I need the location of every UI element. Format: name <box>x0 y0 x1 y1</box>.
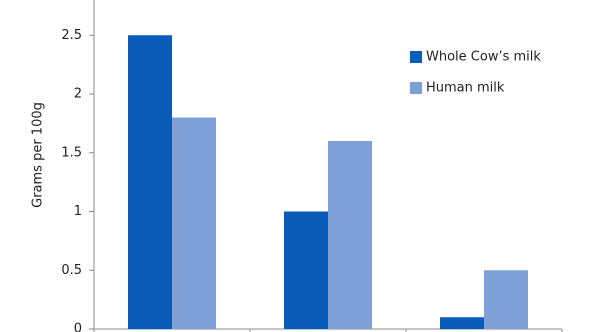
bar <box>328 141 372 329</box>
bar <box>484 270 528 329</box>
y-tick-label: 0.5 <box>61 263 82 278</box>
bar <box>284 211 328 329</box>
bar <box>128 35 172 329</box>
legend-swatch <box>410 51 422 63</box>
legend-swatch <box>410 82 422 94</box>
legend-label: Human milk <box>426 81 505 96</box>
y-tick-label: 2 <box>74 87 82 102</box>
y-tick-label: 0 <box>74 322 82 332</box>
y-tick-label: 1 <box>74 204 82 219</box>
y-axis-title: Grams per 100g <box>31 102 46 208</box>
bar <box>440 317 484 329</box>
legend-label: Whole Cow’s milk <box>426 50 541 65</box>
y-tick-label: 1.5 <box>61 145 82 160</box>
y-tick-label: 2.5 <box>61 28 82 43</box>
bar <box>172 117 216 329</box>
